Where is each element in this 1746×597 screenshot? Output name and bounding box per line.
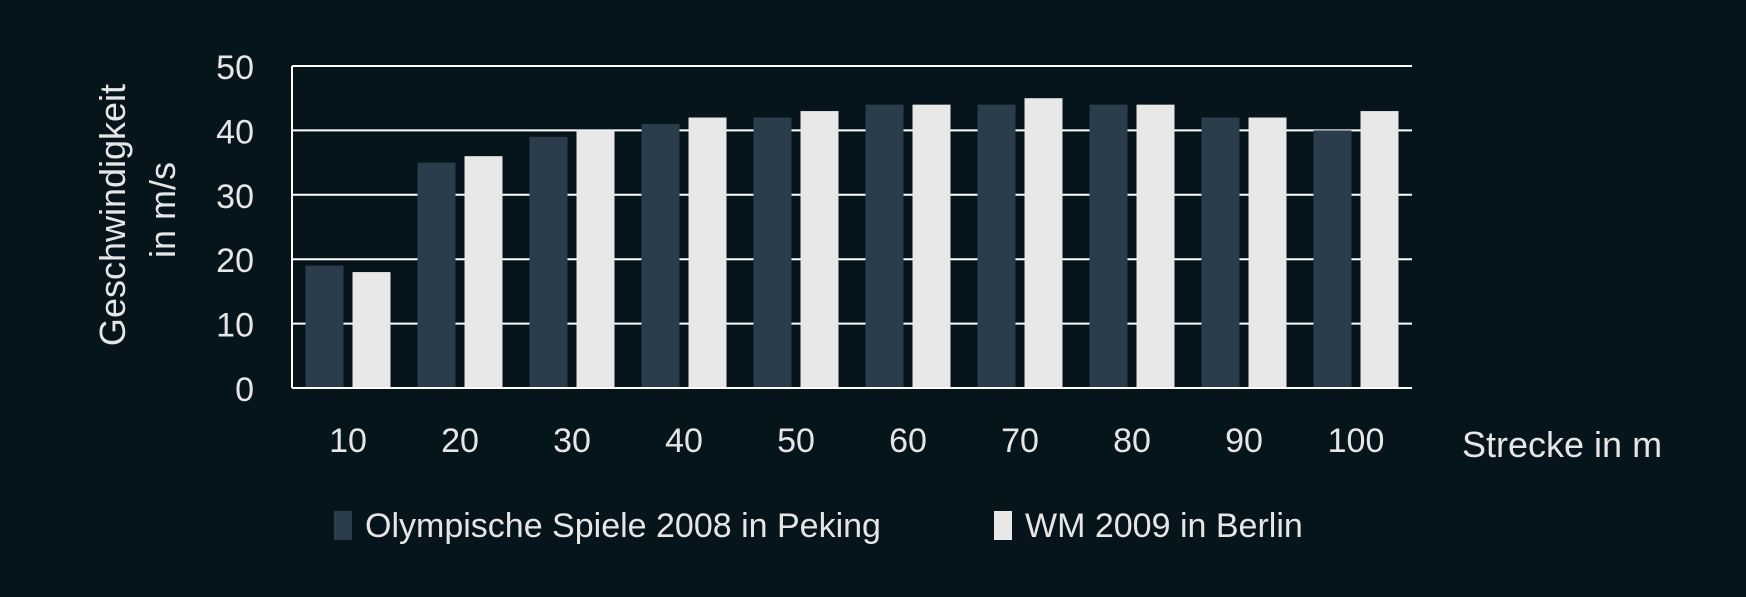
- legend-swatch-berlin: [994, 511, 1012, 540]
- y-tick-label: 10: [216, 307, 254, 345]
- bar-berlin: [688, 117, 727, 389]
- grid-layer: [292, 65, 1412, 389]
- bar-peking: [753, 117, 792, 389]
- y-tick-label: 40: [216, 113, 254, 151]
- bar-berlin: [1248, 117, 1287, 389]
- bar-peking: [529, 136, 568, 388]
- bar-berlin: [800, 111, 839, 388]
- legend-label-peking: Olympische Spiele 2008 in Peking: [365, 507, 881, 545]
- bar-peking: [1089, 104, 1128, 388]
- axis-layer: 0 10 20 30 40 50 10 20 30 40 50 60 70 80 90 100: [216, 49, 1412, 460]
- x-tick-label: 10: [329, 422, 367, 460]
- bar-peking: [977, 104, 1016, 388]
- bar-peking: [417, 162, 456, 388]
- legend-label-berlin: WM 2009 in Berlin: [1025, 507, 1303, 545]
- bar-berlin: [1360, 111, 1399, 388]
- y-tick-label: 50: [216, 49, 254, 87]
- x-tick-label: 90: [1225, 422, 1263, 460]
- bar-berlin: [464, 156, 503, 388]
- y-axis-label-line-2: in m/s: [142, 162, 183, 258]
- bar-peking: [1313, 130, 1352, 388]
- x-axis-label: Strecke in m: [1462, 424, 1662, 465]
- y-tick-label: 30: [216, 178, 254, 216]
- bar-peking: [1201, 117, 1240, 389]
- x-tick-label: 100: [1328, 422, 1385, 460]
- x-tick-label: 50: [777, 422, 815, 460]
- x-tick-label: 70: [1001, 422, 1039, 460]
- bar-berlin: [912, 104, 951, 388]
- bar-berlin: [1024, 98, 1063, 388]
- x-tick-label: 60: [889, 422, 927, 460]
- legend: Olympische Spiele 2008 in Peking WM 2009…: [334, 507, 1303, 545]
- x-tick-label: 80: [1113, 422, 1151, 460]
- x-tick-label: 30: [553, 422, 591, 460]
- bars-layer: [305, 98, 1399, 389]
- bar-berlin: [352, 272, 391, 388]
- bar-berlin: [1136, 104, 1175, 388]
- y-tick-label: 20: [216, 242, 254, 280]
- bar-peking: [865, 104, 904, 388]
- y-axis-label-line-1: Geschwindigkeit: [92, 84, 133, 346]
- bar-peking: [305, 265, 344, 388]
- x-tick-label: 20: [441, 422, 479, 460]
- legend-swatch-peking: [334, 511, 352, 540]
- y-axis-label: Geschwindigkeit in m/s: [92, 74, 183, 346]
- bar-berlin: [576, 130, 615, 388]
- x-tick-label: 40: [665, 422, 703, 460]
- y-tick-label: 0: [235, 371, 254, 409]
- bar-peking: [641, 123, 680, 389]
